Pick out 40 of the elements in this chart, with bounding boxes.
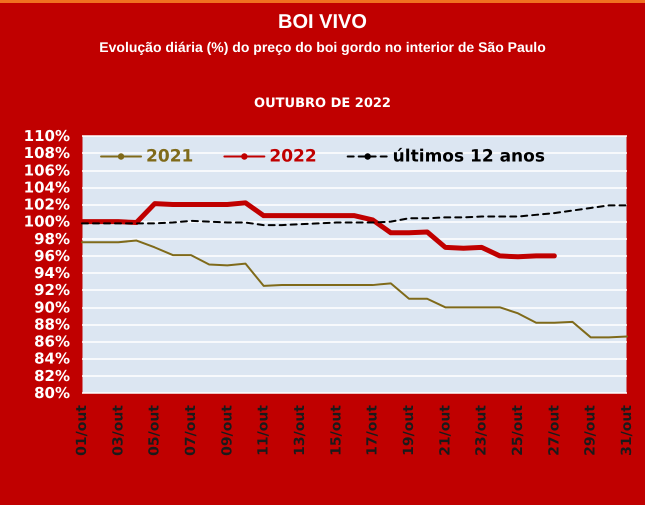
x-tick-label: 29/out (582, 404, 599, 456)
line-series (81, 204, 628, 226)
y-tick-label: 88% (34, 315, 70, 334)
y-tick-label: 80% (34, 384, 70, 402)
y-tick-label: 104% (24, 178, 70, 196)
y-tick-label: 108% (24, 144, 70, 162)
x-tick-label: 07/out (183, 404, 199, 456)
x-tick-label: 17/out (364, 404, 381, 456)
legend-label: 2021 (146, 146, 194, 166)
x-tick-label: 19/out (401, 404, 417, 456)
x-tick-label: 15/out (328, 404, 344, 456)
text: OUTUBRO DE 2022 (254, 96, 391, 111)
y-tick-label: 92% (34, 281, 70, 300)
y-tick-label: 82% (34, 366, 70, 385)
x-tick-label: 11/out (256, 404, 272, 456)
x-tick-label: 25/out (510, 404, 526, 456)
y-tick-label: 98% (34, 230, 70, 248)
line-series (81, 240, 628, 338)
x-tick-label: 05/out (146, 404, 163, 456)
x-tick-label: 03/out (110, 404, 126, 456)
x-tick-label: 23/out (474, 404, 490, 456)
y-tick-label: 86% (34, 332, 70, 351)
x-tick-label: 13/out (292, 404, 308, 456)
y-tick-label: 96% (34, 246, 70, 265)
legend-label: últimos 12 anos (392, 146, 545, 166)
x-tick-label: 21/out (437, 404, 454, 456)
y-tick-label: 90% (34, 298, 70, 316)
legend-label: 2022 (269, 146, 317, 166)
x-tick-label: 31/out (619, 404, 635, 456)
chart-subtitle: Evolução diária (%) do preço do boi gordo no interior de São Paulo (99, 39, 546, 55)
y-tick-label: 106% (24, 161, 70, 180)
y-tick-label: 84% (34, 350, 70, 368)
y-tick-label: 110% (24, 127, 70, 145)
chart-title: BOI VIVO (278, 11, 367, 33)
x-tick-label: 09/out (219, 404, 236, 456)
y-tick-label: 100% (24, 212, 70, 231)
x-tick-label: 01/out (74, 404, 90, 456)
y-tick-label: 102% (24, 196, 70, 214)
y-tick-label: 94% (34, 264, 70, 282)
x-tick-label: 27/out (546, 404, 562, 456)
